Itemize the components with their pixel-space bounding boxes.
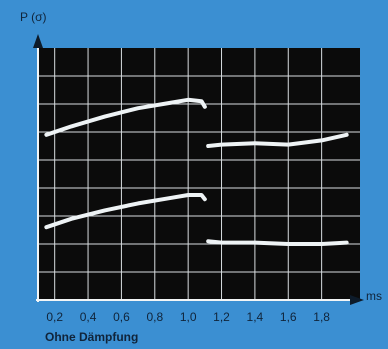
screen: [38, 48, 360, 300]
y-axis-label: P (σ): [20, 10, 47, 24]
caption: Ohne Dämpfung: [45, 330, 138, 344]
x-axis-label: ms: [366, 289, 382, 303]
x-tick-label: 0,8: [146, 310, 163, 324]
x-tick-label: 0,2: [46, 310, 63, 324]
x-tick-label: 1,6: [280, 310, 297, 324]
x-tick-label: 1,2: [213, 310, 230, 324]
chart: P (σ) ms Ohne Dämpfung 0,2 0,4 0,6 0,8 1,0 1,…: [0, 0, 388, 349]
x-tick-label: 0,4: [80, 310, 97, 324]
x-tick-label: 1,4: [247, 310, 264, 324]
x-tick-label: 1,8: [313, 310, 330, 324]
x-tick-label: 0,6: [113, 310, 130, 324]
x-tick-label: 1,0: [180, 310, 197, 324]
